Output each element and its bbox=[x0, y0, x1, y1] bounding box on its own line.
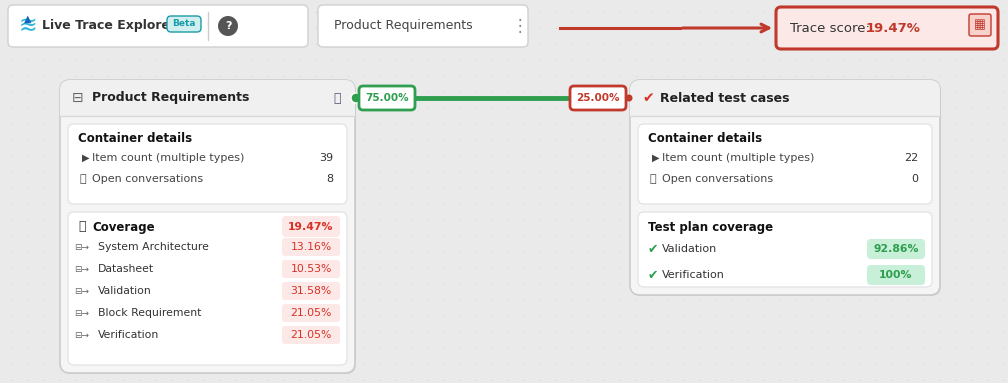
Text: 21.05%: 21.05% bbox=[290, 308, 332, 318]
Text: Coverage: Coverage bbox=[92, 221, 154, 234]
Text: ?: ? bbox=[225, 21, 231, 31]
Text: ✔: ✔ bbox=[642, 91, 654, 105]
Text: 92.86%: 92.86% bbox=[873, 244, 918, 254]
FancyBboxPatch shape bbox=[631, 81, 941, 296]
Text: Block Requirement: Block Requirement bbox=[98, 308, 202, 318]
FancyBboxPatch shape bbox=[60, 80, 355, 373]
Text: ▲: ▲ bbox=[24, 14, 31, 24]
Text: ▶: ▶ bbox=[652, 153, 659, 163]
Text: Trace score:: Trace score: bbox=[790, 21, 874, 34]
FancyBboxPatch shape bbox=[282, 304, 340, 322]
Text: 🗨: 🗨 bbox=[80, 174, 87, 184]
Text: 8: 8 bbox=[326, 174, 333, 184]
Text: Related test cases: Related test cases bbox=[660, 92, 789, 105]
Text: 🗨: 🗨 bbox=[650, 174, 656, 184]
Text: ⋮: ⋮ bbox=[512, 17, 528, 35]
Text: 22: 22 bbox=[904, 153, 918, 163]
FancyBboxPatch shape bbox=[282, 238, 340, 256]
FancyBboxPatch shape bbox=[8, 5, 308, 47]
FancyBboxPatch shape bbox=[318, 5, 528, 47]
Text: Open conversations: Open conversations bbox=[662, 174, 773, 184]
Text: Container details: Container details bbox=[78, 131, 193, 144]
Text: Item count (multiple types): Item count (multiple types) bbox=[92, 153, 244, 163]
Text: 21.05%: 21.05% bbox=[290, 330, 332, 340]
Text: 19.47%: 19.47% bbox=[866, 21, 921, 34]
Text: Container details: Container details bbox=[648, 131, 762, 144]
Text: 10.53%: 10.53% bbox=[290, 264, 332, 274]
Text: ▶: ▶ bbox=[82, 153, 90, 163]
Text: Verification: Verification bbox=[98, 330, 159, 340]
Text: Product Requirements: Product Requirements bbox=[334, 20, 473, 33]
FancyBboxPatch shape bbox=[359, 86, 415, 110]
Text: Beta: Beta bbox=[172, 20, 196, 28]
FancyBboxPatch shape bbox=[68, 212, 347, 365]
FancyBboxPatch shape bbox=[68, 124, 347, 204]
FancyBboxPatch shape bbox=[867, 265, 925, 285]
Text: Validation: Validation bbox=[98, 286, 152, 296]
FancyBboxPatch shape bbox=[282, 216, 340, 237]
Text: Verification: Verification bbox=[662, 270, 725, 280]
FancyBboxPatch shape bbox=[282, 282, 340, 300]
Text: 0: 0 bbox=[911, 174, 918, 184]
FancyBboxPatch shape bbox=[167, 16, 201, 32]
FancyBboxPatch shape bbox=[867, 239, 925, 259]
Text: 39: 39 bbox=[319, 153, 333, 163]
Bar bbox=[60, 104, 355, 116]
Bar bbox=[630, 104, 940, 116]
Circle shape bbox=[218, 16, 238, 36]
FancyBboxPatch shape bbox=[969, 14, 991, 36]
FancyBboxPatch shape bbox=[61, 81, 356, 374]
Text: ≋: ≋ bbox=[19, 16, 37, 36]
Text: ✔: ✔ bbox=[648, 268, 658, 282]
Text: Live Trace Explorer: Live Trace Explorer bbox=[42, 20, 176, 33]
Text: Test plan coverage: Test plan coverage bbox=[648, 221, 773, 234]
Text: System Architecture: System Architecture bbox=[98, 242, 209, 252]
Text: 25.00%: 25.00% bbox=[577, 93, 620, 103]
Text: 19.47%: 19.47% bbox=[288, 221, 334, 231]
FancyBboxPatch shape bbox=[570, 86, 626, 110]
FancyBboxPatch shape bbox=[282, 260, 340, 278]
Text: Datasheet: Datasheet bbox=[98, 264, 154, 274]
Text: ⊟→: ⊟→ bbox=[74, 308, 89, 318]
FancyBboxPatch shape bbox=[630, 80, 940, 295]
Text: ✔: ✔ bbox=[648, 242, 658, 255]
Text: 31.58%: 31.58% bbox=[290, 286, 332, 296]
Circle shape bbox=[626, 95, 632, 101]
FancyBboxPatch shape bbox=[60, 80, 355, 116]
FancyBboxPatch shape bbox=[638, 124, 932, 204]
Text: 100%: 100% bbox=[879, 270, 913, 280]
Text: ⧉: ⧉ bbox=[334, 92, 341, 105]
Text: Open conversations: Open conversations bbox=[92, 174, 204, 184]
Text: ▦: ▦ bbox=[974, 18, 986, 31]
FancyBboxPatch shape bbox=[776, 7, 998, 49]
Circle shape bbox=[351, 93, 361, 103]
Text: ⊟→: ⊟→ bbox=[74, 242, 89, 252]
Text: Item count (multiple types): Item count (multiple types) bbox=[662, 153, 814, 163]
Text: ⛕: ⛕ bbox=[78, 221, 86, 234]
Circle shape bbox=[353, 95, 360, 101]
Text: ⊟→: ⊟→ bbox=[74, 331, 89, 339]
FancyBboxPatch shape bbox=[282, 326, 340, 344]
Text: Product Requirements: Product Requirements bbox=[92, 92, 249, 105]
Text: 75.00%: 75.00% bbox=[365, 93, 409, 103]
Text: ⊟→: ⊟→ bbox=[74, 265, 89, 273]
FancyBboxPatch shape bbox=[638, 212, 932, 287]
Text: Validation: Validation bbox=[662, 244, 718, 254]
FancyBboxPatch shape bbox=[630, 80, 940, 116]
Text: ⊟→: ⊟→ bbox=[74, 286, 89, 296]
Text: ⊟: ⊟ bbox=[73, 91, 84, 105]
Text: 13.16%: 13.16% bbox=[290, 242, 332, 252]
